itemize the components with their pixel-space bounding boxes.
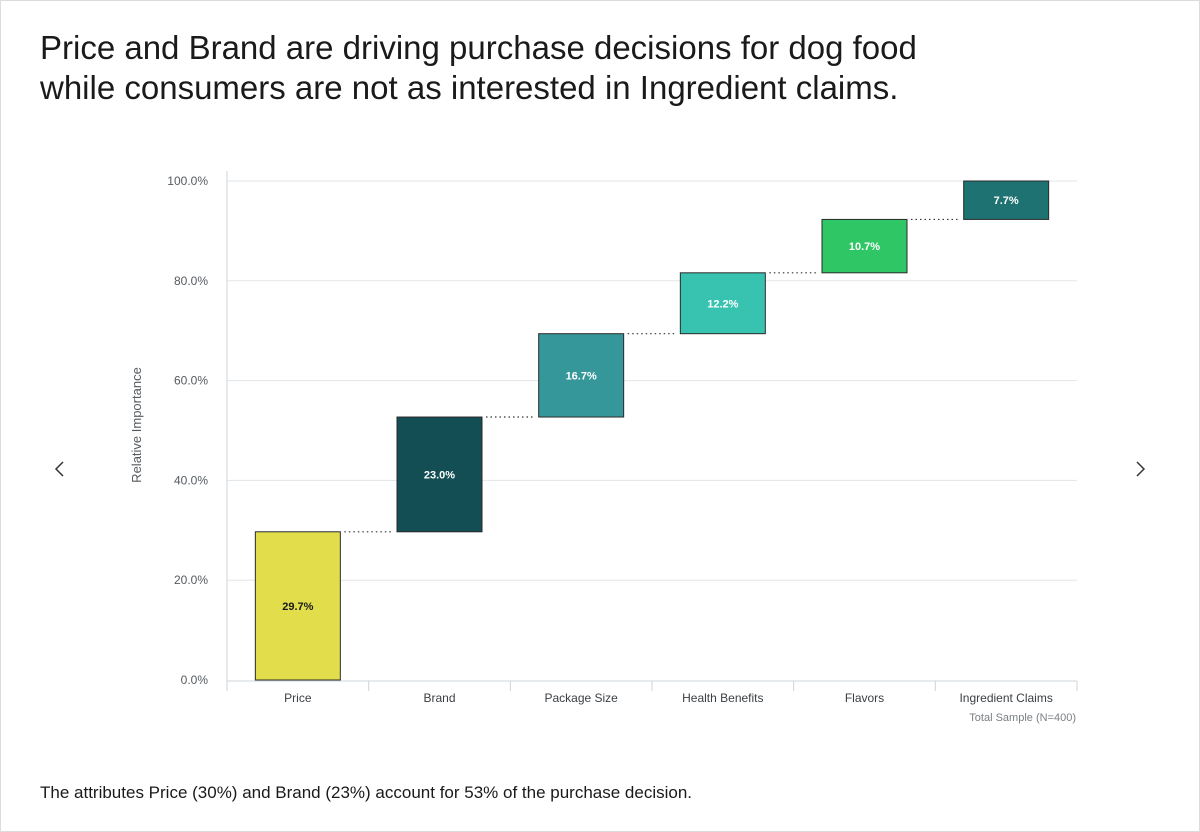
headline: Price and Brand are driving purchase dec… <box>40 28 1040 108</box>
chevron-right-icon <box>1136 461 1146 477</box>
bar-price <box>254 531 341 681</box>
bar-value-label: 7.7% <box>994 195 1019 207</box>
headline-line-2: while consumers are not as interested in… <box>40 69 899 106</box>
bar-flavors <box>821 218 908 274</box>
next-slide-button[interactable] <box>1125 452 1155 486</box>
labels: 29.7% Price 23.0% Brand 16.7% Package Size 12.… <box>282 195 1076 724</box>
axes: 0.0% 20.0% 40.0% 60.0% 80.0% 100.0% Relative I… <box>129 171 1078 691</box>
sample-note: Total Sample (N=400) <box>969 712 1076 724</box>
gridlines <box>227 180 1077 581</box>
bar-package-size <box>538 333 625 418</box>
x-category-label: Brand <box>423 691 455 705</box>
y-tick-label: 40.0% <box>174 473 208 487</box>
bar-health-benefits <box>679 272 766 335</box>
bar-brand <box>396 416 483 533</box>
headline-line-1: Price and Brand are driving purchase dec… <box>40 29 917 66</box>
y-tick-label: 100.0% <box>167 174 208 188</box>
y-tick-label: 80.0% <box>174 274 208 288</box>
bar-value-label: 23.0% <box>424 469 455 481</box>
bar-value-label: 12.2% <box>707 298 738 310</box>
x-category-label: Ingredient Claims <box>959 691 1052 705</box>
y-tick-label: 20.0% <box>174 573 208 587</box>
x-category-label: Flavors <box>845 691 884 705</box>
x-category-label: Health Benefits <box>682 691 763 705</box>
y-tick-label: 60.0% <box>174 374 208 388</box>
y-tick-label: 0.0% <box>181 673 209 687</box>
x-category-label: Price <box>284 691 312 705</box>
chevron-left-icon <box>54 461 64 477</box>
x-category-label: Package Size <box>544 691 618 705</box>
y-axis-title: Relative Importance <box>129 367 144 483</box>
bar-ingredient-claims <box>963 180 1050 220</box>
previous-slide-button[interactable] <box>45 452 75 486</box>
connectors <box>344 218 960 533</box>
footnote: The attributes Price (30%) and Brand (23… <box>40 783 693 802</box>
bar-value-label: 10.7% <box>849 241 880 253</box>
bar-value-label: 29.7% <box>282 601 313 613</box>
bars <box>254 180 1050 681</box>
bar-value-label: 16.7% <box>566 370 597 382</box>
